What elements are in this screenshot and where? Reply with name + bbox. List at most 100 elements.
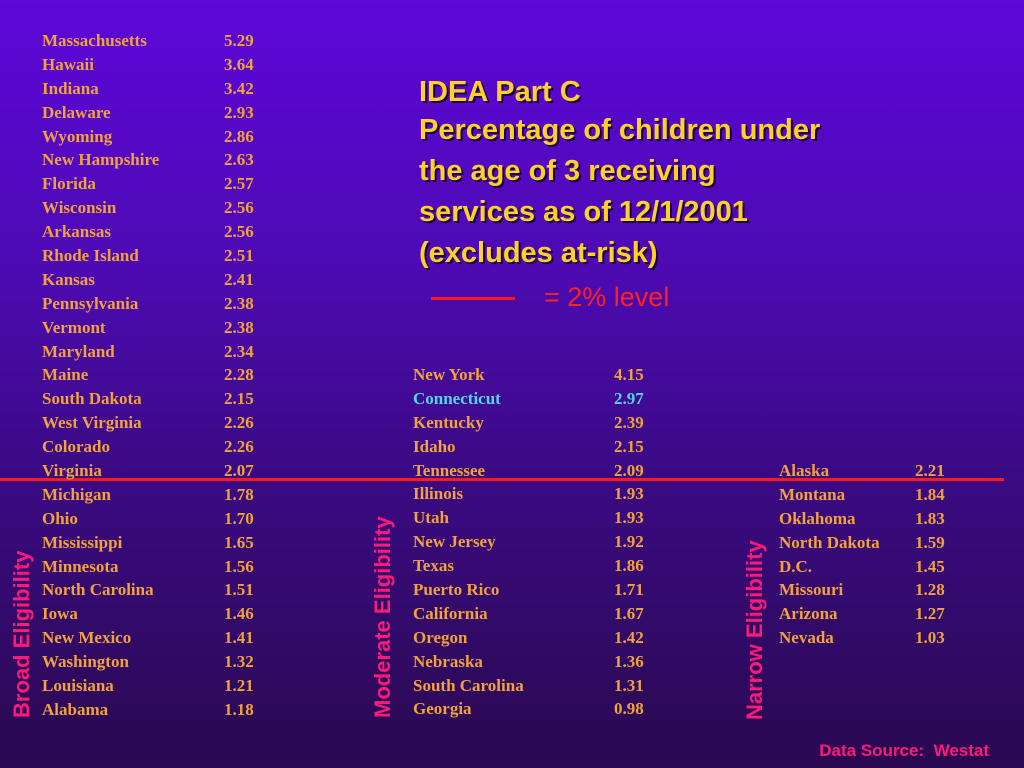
broad-eligibility-list: Massachusetts 5.29 Hawaii 3.64 Indiana 3.42 De…: [42, 29, 272, 722]
state-name: Nevada: [779, 628, 834, 648]
state-row: Oregon 1.42: [413, 626, 663, 650]
state-row: Delaware 2.93: [42, 101, 272, 125]
state-row: Mississippi 1.65: [42, 531, 272, 555]
state-name: Michigan: [42, 484, 111, 504]
state-name: Maryland: [42, 341, 115, 361]
state-row: Alaska 2.21: [779, 459, 969, 483]
state-name: Iowa: [42, 604, 78, 624]
state-row: Ohio 1.70: [42, 507, 272, 531]
state-name: California: [413, 603, 488, 623]
legend-text: = 2% level: [544, 282, 670, 312]
state-row: New York 4.15: [413, 363, 663, 387]
state-percentage: 1.59: [915, 532, 945, 552]
state-row: Maine 2.28: [42, 363, 272, 387]
state-percentage: 2.57: [224, 174, 254, 194]
state-row: New Hampshire 2.63: [42, 148, 272, 172]
state-percentage: 3.42: [224, 78, 254, 98]
state-percentage: 1.45: [915, 556, 945, 576]
state-percentage: 1.18: [224, 699, 254, 719]
state-name: Alaska: [779, 461, 830, 480]
state-name: New York: [413, 365, 485, 384]
state-percentage: 1.67: [614, 603, 644, 623]
state-name: Hawaii: [42, 54, 94, 74]
state-name: Montana: [779, 484, 846, 504]
state-row: Puerto Rico 1.71: [413, 578, 663, 602]
narrow-eligibility-list: Alaska 2.21 Montana 1.84 Oklahoma 1.83 North D…: [779, 459, 969, 650]
state-row: Massachusetts 5.29: [42, 29, 272, 53]
state-row: Connecticut 2.97: [413, 387, 663, 411]
state-percentage: 2.15: [614, 436, 644, 456]
state-row: Indiana 3.42: [42, 77, 272, 101]
state-row: North Carolina 1.51: [42, 578, 272, 602]
state-percentage: 2.86: [224, 126, 254, 146]
state-percentage: 2.39: [614, 412, 644, 432]
state-name: Kentucky: [413, 412, 484, 432]
state-name: Texas: [413, 556, 454, 576]
state-percentage: 1.42: [614, 627, 644, 647]
state-percentage: 1.70: [224, 508, 254, 528]
state-percentage: 2.38: [224, 317, 254, 337]
state-row: Wisconsin 2.56: [42, 196, 272, 220]
state-row: Georgia 0.98: [413, 697, 663, 721]
state-percentage: 1.28: [915, 580, 945, 600]
state-name: Ohio: [42, 508, 78, 528]
state-name: North Dakota: [779, 532, 880, 552]
state-row: Idaho 2.15: [413, 435, 663, 459]
state-row: Colorado 2.26: [42, 435, 272, 459]
state-name: Rhode Island: [42, 246, 139, 266]
state-percentage: 2.26: [224, 437, 254, 457]
two-percent-reference-line: [0, 478, 1004, 481]
state-name: Massachusetts: [42, 31, 147, 50]
state-name: Illinois: [413, 484, 464, 504]
state-row: New Mexico 1.41: [42, 626, 272, 650]
state-row: Utah 1.93: [413, 506, 663, 530]
state-percentage: 2.56: [224, 222, 254, 242]
state-percentage: 1.27: [915, 604, 945, 624]
state-row: Louisiana 1.21: [42, 674, 272, 698]
state-percentage: 1.86: [614, 556, 644, 576]
state-name: South Carolina: [413, 675, 524, 695]
state-row: Arizona 1.27: [779, 602, 969, 626]
state-percentage: 1.03: [915, 628, 945, 648]
narrow-eligibility-label: Narrow Eligibility: [742, 540, 767, 720]
state-name: Indiana: [42, 78, 99, 98]
state-percentage: 2.97: [614, 388, 644, 408]
state-percentage: 1.65: [224, 532, 254, 552]
state-percentage: 1.92: [614, 532, 644, 552]
state-name: Vermont: [42, 317, 106, 337]
state-percentage: 1.71: [614, 580, 644, 600]
state-name: Tennessee: [413, 460, 486, 480]
state-percentage: 2.28: [224, 365, 254, 385]
state-name: New Hampshire: [42, 150, 160, 170]
data-source: Data Source: Westat: [819, 741, 989, 760]
state-row: Rhode Island 2.51: [42, 244, 272, 268]
state-name: South Dakota: [42, 389, 142, 409]
state-row: South Dakota 2.15: [42, 387, 272, 411]
state-name: D.C.: [779, 556, 813, 576]
title-line-1: IDEA Part C: [419, 76, 581, 108]
state-name: Oregon: [413, 627, 468, 647]
state-percentage: 5.29: [224, 31, 254, 50]
state-percentage: 1.32: [224, 652, 254, 672]
state-percentage: 4.15: [614, 365, 644, 384]
state-percentage: 2.41: [224, 269, 254, 289]
state-name: Maine: [42, 365, 89, 385]
title-line-4: services as of 12/1/2001: [419, 196, 748, 228]
state-row: Kentucky 2.39: [413, 411, 663, 435]
state-row: California 1.67: [413, 602, 663, 626]
state-percentage: 2.15: [224, 389, 254, 409]
state-name: West Virginia: [42, 413, 142, 433]
state-name: Colorado: [42, 437, 110, 457]
state-name: Arkansas: [42, 222, 111, 242]
state-name: Connecticut: [413, 388, 501, 408]
state-name: Utah: [413, 508, 449, 528]
state-percentage: 2.63: [224, 150, 254, 170]
state-name: Oklahoma: [779, 508, 856, 528]
state-row: Oklahoma 1.83: [779, 507, 969, 531]
state-row: Florida 2.57: [42, 172, 272, 196]
state-percentage: 1.93: [614, 484, 644, 504]
state-percentage: 1.31: [614, 675, 644, 695]
state-name: Wisconsin: [42, 198, 117, 218]
state-name: New Jersey: [413, 532, 496, 552]
state-percentage: 2.93: [224, 102, 254, 122]
